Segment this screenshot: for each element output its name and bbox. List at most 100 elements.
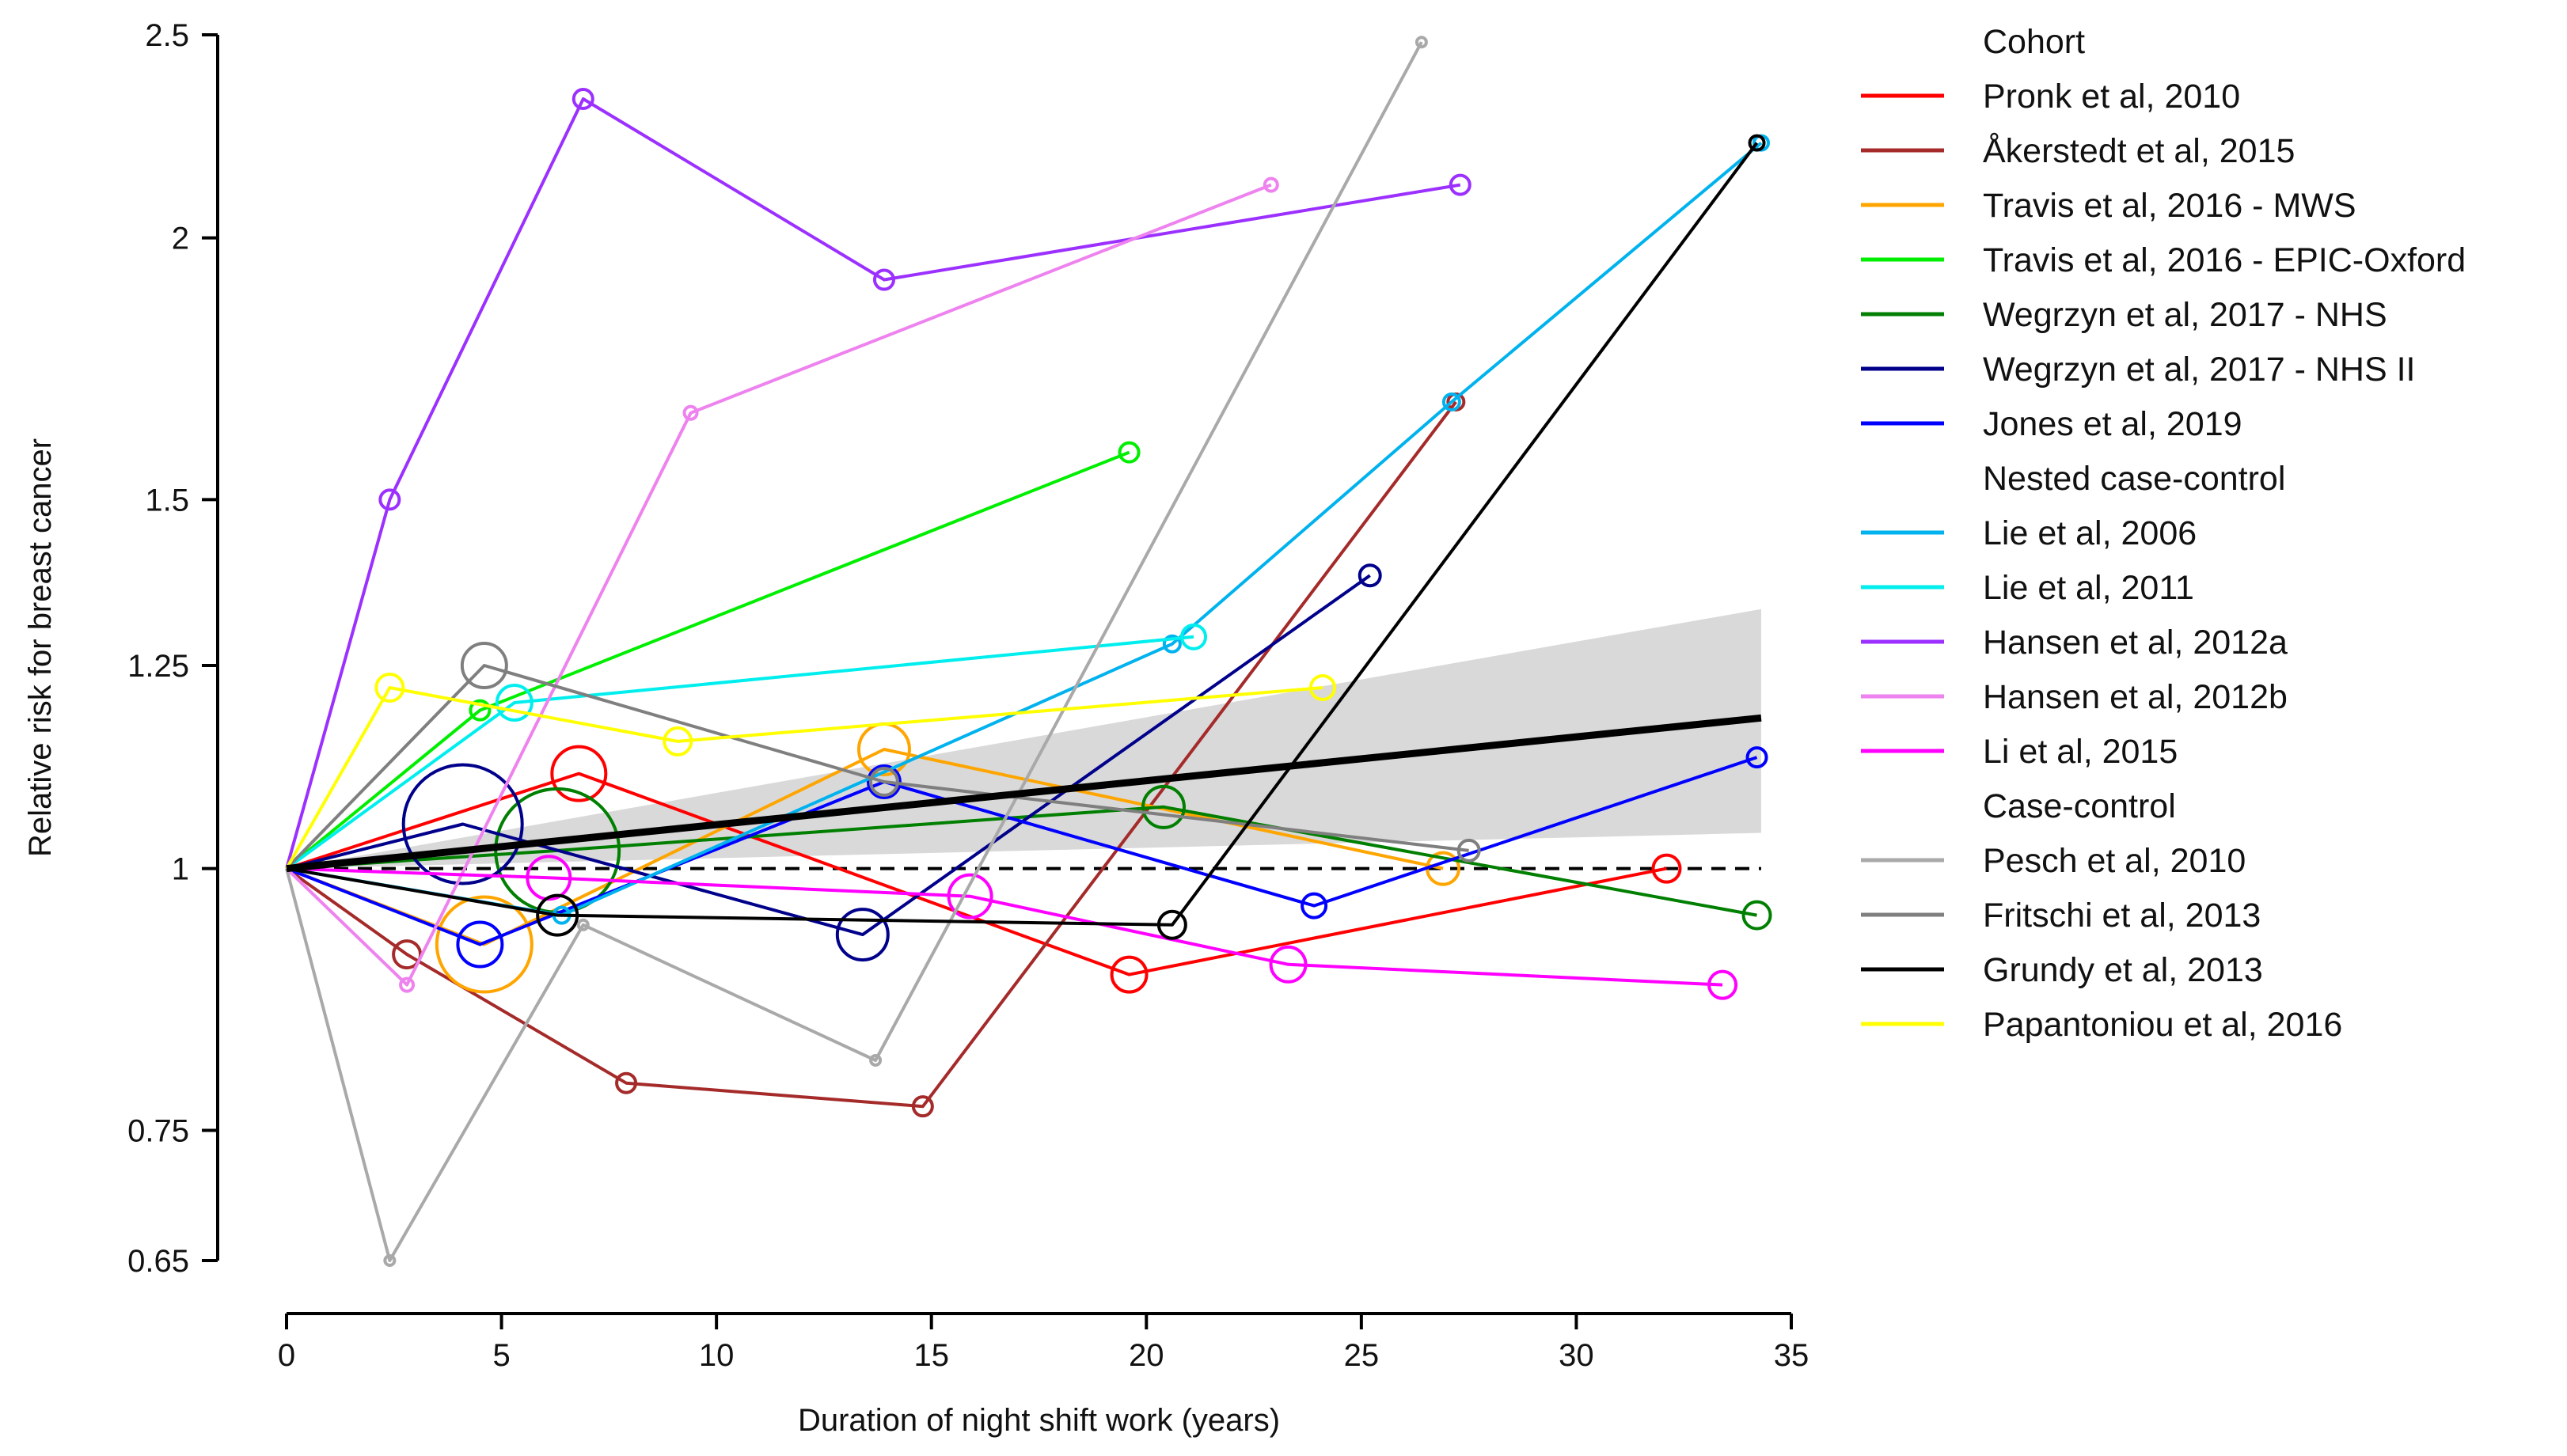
- data-point: [1141, 784, 1187, 829]
- data-point: [868, 767, 899, 798]
- data-point: [456, 920, 504, 969]
- data-point: [1456, 838, 1481, 863]
- y-tick-label: 1: [172, 852, 189, 887]
- series-group: [285, 176, 1279, 993]
- legend-label: Grundy et al, 2013: [1983, 951, 2263, 989]
- series-group: [285, 642, 1481, 870]
- data-point: [401, 763, 524, 885]
- data-point: [1110, 955, 1149, 994]
- data-point: [615, 1071, 638, 1094]
- legend-label: Pesch et al, 2010: [1983, 842, 2246, 880]
- legend-label: Hansen et al, 2012a: [1983, 624, 2288, 662]
- data-point: [869, 1053, 883, 1067]
- data-point: [469, 699, 492, 722]
- legend-label: Li et al, 2015: [1983, 733, 2178, 771]
- series-group: [285, 441, 1141, 870]
- x-tick-label: 0: [278, 1338, 295, 1373]
- y-tick-label: 2: [172, 222, 189, 256]
- data-point: [1180, 623, 1208, 650]
- series-line: [285, 97, 1461, 870]
- x-tick-label: 20: [1129, 1338, 1164, 1373]
- data-point: [1441, 392, 1461, 411]
- data-point: [1263, 176, 1279, 193]
- x-axis-title: Duration of night shift work (years): [798, 1403, 1280, 1438]
- confidence-band: [287, 609, 1761, 869]
- legend-label: Travis et al, 2016 - MWS: [1983, 187, 2356, 225]
- data-point: [383, 1254, 397, 1267]
- legend-item: Papantoniou et al, 2016: [1861, 1006, 2342, 1044]
- series-line: [285, 686, 1323, 870]
- data-point: [1162, 634, 1182, 654]
- series-line: [285, 183, 1272, 987]
- series-line: [286, 866, 1723, 987]
- axes: 0 5 10 15 20 25 30 35 0.65 0.75 1 1.25 1.5 2 2.5: [127, 18, 1809, 1373]
- series-line: [285, 450, 1130, 870]
- series-layer: [285, 36, 1772, 1267]
- legend: Cohort Pronk et al, 2010 Åkerstedt et al, …: [1861, 23, 2466, 1044]
- confidence-band-layer: [287, 609, 1761, 869]
- data-point: [1449, 173, 1471, 196]
- data-point: [947, 873, 993, 919]
- data-point: [866, 764, 902, 800]
- y-tick-label: 1.5: [145, 483, 189, 518]
- series-group: [285, 87, 1471, 870]
- data-point: [1745, 746, 1768, 769]
- x-tick-label: 5: [492, 1338, 510, 1373]
- data-point: [399, 976, 416, 993]
- data-point: [1358, 563, 1382, 588]
- legend-label: Lie et al, 2006: [1983, 514, 2197, 552]
- pooled-trend-layer: [286, 714, 1762, 873]
- legend-item: Travis et al, 2016 - EPIC-Oxford: [1861, 241, 2466, 279]
- data-point: [550, 745, 608, 802]
- legend-item: Travis et al, 2016 - MWS: [1861, 187, 2356, 225]
- series-line: [285, 664, 1469, 870]
- data-point: [1707, 969, 1738, 1000]
- legend-item: Li et al, 2015: [1861, 733, 2178, 771]
- x-tick-label: 10: [699, 1338, 735, 1373]
- y-tick-label: 1.25: [127, 649, 189, 684]
- series-group: [285, 672, 1336, 870]
- legend-label: Hansen et al, 2012b: [1983, 678, 2288, 716]
- x-tick-label: 30: [1559, 1338, 1594, 1373]
- x-tick-label: 25: [1344, 1338, 1380, 1373]
- legend-label: Wegrzyn et al, 2017 - NHS II: [1983, 351, 2416, 389]
- legend-item: Wegrzyn et al, 2017 - NHS: [1861, 296, 2387, 334]
- legend-item: Pronk et al, 2010: [1861, 78, 2240, 116]
- legend-item: Pesch et al, 2010: [1861, 842, 2246, 880]
- legend-item: Hansen et al, 2012b: [1861, 678, 2288, 716]
- legend-group-title: Cohort: [1983, 23, 2085, 61]
- data-point: [536, 893, 579, 937]
- legend-label: Jones et al, 2019: [1983, 405, 2242, 443]
- legend-item: Jones et al, 2019: [1861, 405, 2242, 443]
- data-point: [1651, 853, 1682, 884]
- legend-item: Grundy et al, 2013: [1861, 951, 2263, 989]
- data-point: [1741, 900, 1772, 931]
- data-point: [378, 488, 401, 511]
- legend-item: Lie et al, 2006: [1861, 514, 2197, 552]
- series-line: [286, 805, 1757, 917]
- data-point: [1415, 36, 1428, 49]
- x-tick-label: 35: [1774, 1338, 1809, 1373]
- series-line: [286, 574, 1371, 937]
- legend-item: Lie et al, 2011: [1861, 569, 2194, 607]
- data-point: [1748, 134, 1766, 152]
- data-point: [576, 918, 590, 931]
- data-point: [571, 87, 594, 110]
- legend-item: Hansen et al, 2012a: [1861, 624, 2288, 662]
- data-point: [435, 895, 534, 994]
- data-point: [682, 404, 699, 421]
- y-tick-label: 0.75: [127, 1113, 189, 1148]
- series-line: [285, 400, 1457, 1109]
- legend-label: Fritschi et al, 2013: [1983, 897, 2261, 935]
- legend-label: Pronk et al, 2010: [1983, 78, 2240, 116]
- legend-item: Åkerstedt et al, 2015: [1861, 132, 2295, 170]
- series-line: [285, 41, 1423, 1262]
- legend-label: Lie et al, 2011: [1983, 569, 2194, 607]
- legend-label: Åkerstedt et al, 2015: [1983, 132, 2295, 170]
- legend-label: Papantoniou et al, 2016: [1983, 1006, 2342, 1044]
- data-point: [835, 908, 890, 962]
- data-point: [663, 726, 693, 756]
- series-group: [286, 855, 1738, 1000]
- data-point: [1301, 892, 1328, 919]
